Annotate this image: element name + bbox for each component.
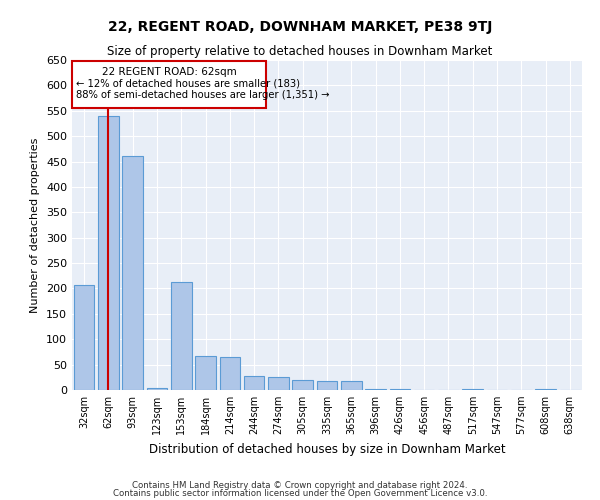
Text: Contains public sector information licensed under the Open Government Licence v3: Contains public sector information licen… — [113, 489, 487, 498]
X-axis label: Distribution of detached houses by size in Downham Market: Distribution of detached houses by size … — [149, 442, 505, 456]
Text: ← 12% of detached houses are smaller (183): ← 12% of detached houses are smaller (18… — [76, 79, 299, 89]
Bar — [195, 356, 216, 390]
Bar — [389, 389, 410, 390]
Text: 22 REGENT ROAD: 62sqm: 22 REGENT ROAD: 62sqm — [102, 67, 236, 77]
FancyBboxPatch shape — [72, 61, 266, 108]
Text: 22, REGENT ROAD, DOWNHAM MARKET, PE38 9TJ: 22, REGENT ROAD, DOWNHAM MARKET, PE38 9T… — [108, 20, 492, 34]
Bar — [317, 381, 337, 390]
Text: 88% of semi-detached houses are larger (1,351) →: 88% of semi-detached houses are larger (… — [76, 90, 329, 100]
Bar — [244, 376, 265, 390]
Text: Contains HM Land Registry data © Crown copyright and database right 2024.: Contains HM Land Registry data © Crown c… — [132, 480, 468, 490]
Bar — [292, 380, 313, 390]
Bar — [146, 388, 167, 390]
Bar — [74, 285, 94, 390]
Text: Size of property relative to detached houses in Downham Market: Size of property relative to detached ho… — [107, 45, 493, 58]
Bar — [171, 282, 191, 390]
Bar — [220, 357, 240, 390]
Y-axis label: Number of detached properties: Number of detached properties — [31, 138, 40, 312]
Bar — [268, 378, 289, 390]
Bar — [341, 381, 362, 390]
Bar — [122, 156, 143, 390]
Bar — [98, 116, 119, 390]
